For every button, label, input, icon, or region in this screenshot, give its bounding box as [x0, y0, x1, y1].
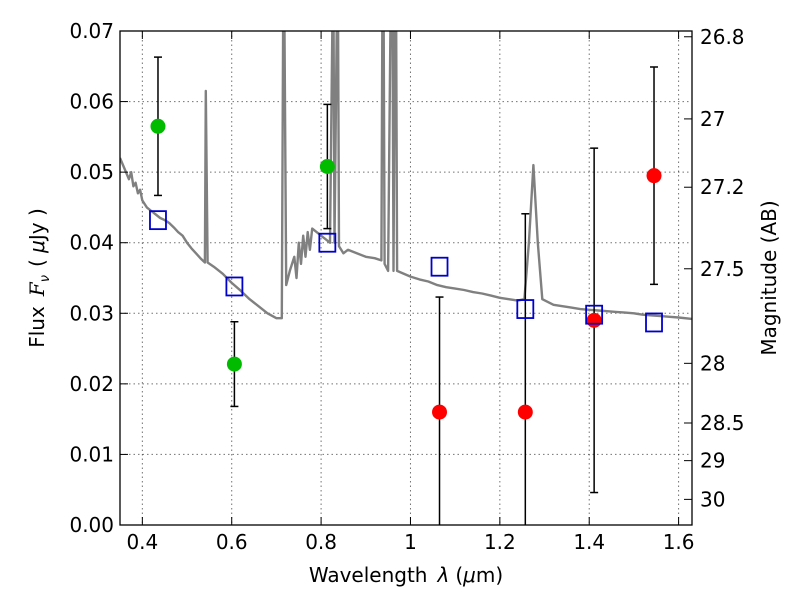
x-axis-title-main: Wavelength: [309, 563, 428, 587]
model-photometry-square: [516, 299, 535, 319]
y2-tick-label: 28.5: [700, 411, 745, 435]
model-photometry-square: [430, 256, 449, 277]
x-tick-label: 0.8: [305, 530, 337, 554]
x-tick-label: 1.4: [573, 530, 605, 554]
y-tick-label: 0.05: [69, 160, 114, 184]
y2-tick-label: 30: [700, 487, 725, 511]
y-axis-title-unit-rest: Jy ): [25, 208, 49, 242]
sed-model-line: [120, 31, 692, 321]
y2-tick-label: 27.5: [700, 257, 745, 281]
model-photometry-square: [585, 304, 604, 325]
model-photometry-square: [318, 232, 337, 253]
y-tick-label: 0.07: [69, 19, 114, 43]
y-tick-label: 0.00: [69, 513, 114, 537]
model-photometry-square: [149, 210, 167, 231]
x-tick-label: 1.2: [484, 530, 516, 554]
data-point: [226, 356, 242, 372]
model-photometry-square: [645, 312, 663, 333]
y2-tick-label: 27.2: [700, 175, 745, 199]
y-axis-title-sub: ν: [38, 275, 53, 282]
x-axis-title: Wavelength λ (μm): [309, 563, 503, 587]
y-axis-title: Flux Fν ( μJy ): [25, 208, 53, 348]
x-tick-label: 1.6: [663, 530, 695, 554]
y-tick-label: 0.02: [69, 372, 114, 396]
x-tick-label: 0.6: [216, 530, 248, 554]
data-point: [517, 404, 533, 420]
data-point: [319, 158, 335, 174]
data-point: [432, 404, 448, 420]
x-axis-title-unit-open: (: [455, 563, 463, 587]
model-photometry-square: [225, 276, 244, 297]
y-axis-title-unit-open: (: [25, 253, 49, 267]
x-tick-label: 0.4: [126, 530, 158, 554]
y-tick-label: 0.04: [69, 231, 114, 255]
data-points: [149, 56, 663, 525]
y2-tick-label: 27: [700, 107, 725, 131]
data-point: [150, 118, 166, 134]
data-point: [586, 312, 602, 328]
y-axis-title-symbol: F: [25, 281, 49, 297]
sed-model: [120, 31, 692, 321]
y2-tick-label: 26.8: [700, 25, 745, 49]
axis-ticks: 0.4 0.6 0.8 1 1.2 1.4 1.6 0.00 0.01 0.02 0.03 0.04 0…: [69, 19, 744, 554]
y2-tick-label: 29: [700, 449, 725, 473]
x-axis-title-symbol: λ: [436, 563, 449, 587]
y-tick-label: 0.01: [69, 442, 114, 466]
data-point: [646, 168, 662, 184]
y-tick-label: 0.06: [69, 90, 114, 114]
x-axis-title-unit-mu: μ: [462, 563, 476, 587]
y-axis-title-unit-mu: μ: [25, 240, 49, 254]
x-tick-label: 1: [404, 530, 417, 554]
y-axis-title-main: Flux: [25, 306, 49, 348]
y-tick-label: 0.03: [69, 301, 114, 325]
y2-axis-title: Magnitude (AB): [757, 200, 781, 355]
plot-frame: [119, 30, 693, 526]
x-axis-title-unit-rest: m): [476, 563, 503, 587]
y2-tick-label: 28: [700, 351, 725, 375]
